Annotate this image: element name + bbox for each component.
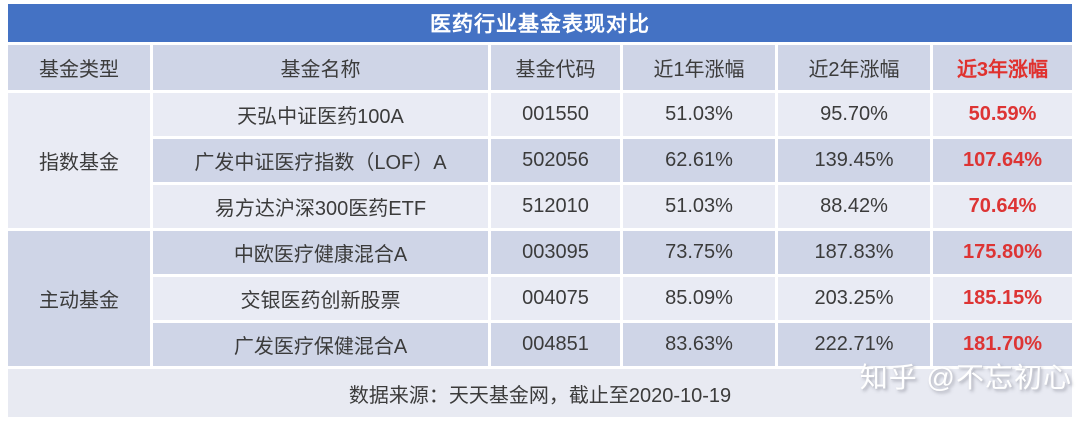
header-fund-name: 基金名称 — [153, 45, 488, 90]
group-label-active-funds: 主动基金 — [8, 231, 150, 366]
header-fund-type: 基金类型 — [8, 45, 150, 90]
fund-code-cell: 004075 — [491, 277, 620, 320]
fund-name-cell: 广发中证医疗指数（LOF）A — [153, 139, 488, 182]
return-2y-cell: 187.83% — [778, 231, 930, 274]
fund-code-cell: 001550 — [491, 93, 620, 136]
return-1y-cell: 51.03% — [623, 93, 775, 136]
return-1y-cell: 83.63% — [623, 323, 775, 366]
fund-code-cell: 512010 — [491, 185, 620, 228]
fund-name-cell: 中欧医疗健康混合A — [153, 231, 488, 274]
return-3y-cell: 175.80% — [933, 231, 1072, 274]
header-fund-code: 基金代码 — [491, 45, 620, 90]
return-1y-cell: 73.75% — [623, 231, 775, 274]
fund-name-cell: 广发医疗保健混合A — [153, 323, 488, 366]
data-source-note: 数据来源：天天基金网，截止至2020-10-19 — [8, 369, 1072, 417]
return-1y-cell: 62.61% — [623, 139, 775, 182]
return-3y-cell: 181.70% — [933, 323, 1072, 366]
header-return-1y: 近1年涨幅 — [623, 45, 775, 90]
header-return-3y: 近3年涨幅 — [933, 45, 1072, 90]
fund-comparison-table: 医药行业基金表现对比 基金类型 基金名称 基金代码 近1年涨幅 近2年涨幅 近3… — [8, 4, 1072, 417]
header-return-2y: 近2年涨幅 — [778, 45, 930, 90]
fund-code-cell: 004851 — [491, 323, 620, 366]
fund-name-cell: 易方达沪深300医药ETF — [153, 185, 488, 228]
return-1y-cell: 51.03% — [623, 185, 775, 228]
group-label-index-funds: 指数基金 — [8, 93, 150, 228]
return-1y-cell: 85.09% — [623, 277, 775, 320]
return-3y-cell: 107.64% — [933, 139, 1072, 182]
return-2y-cell: 222.71% — [778, 323, 930, 366]
fund-code-cell: 502056 — [491, 139, 620, 182]
return-2y-cell: 88.42% — [778, 185, 930, 228]
return-3y-cell: 50.59% — [933, 93, 1072, 136]
return-2y-cell: 203.25% — [778, 277, 930, 320]
return-2y-cell: 139.45% — [778, 139, 930, 182]
return-3y-cell: 70.64% — [933, 185, 1072, 228]
fund-name-cell: 天弘中证医药100A — [153, 93, 488, 136]
fund-name-cell: 交银医药创新股票 — [153, 277, 488, 320]
fund-code-cell: 003095 — [491, 231, 620, 274]
return-2y-cell: 95.70% — [778, 93, 930, 136]
return-3y-cell: 185.15% — [933, 277, 1072, 320]
table-title: 医药行业基金表现对比 — [8, 4, 1072, 42]
